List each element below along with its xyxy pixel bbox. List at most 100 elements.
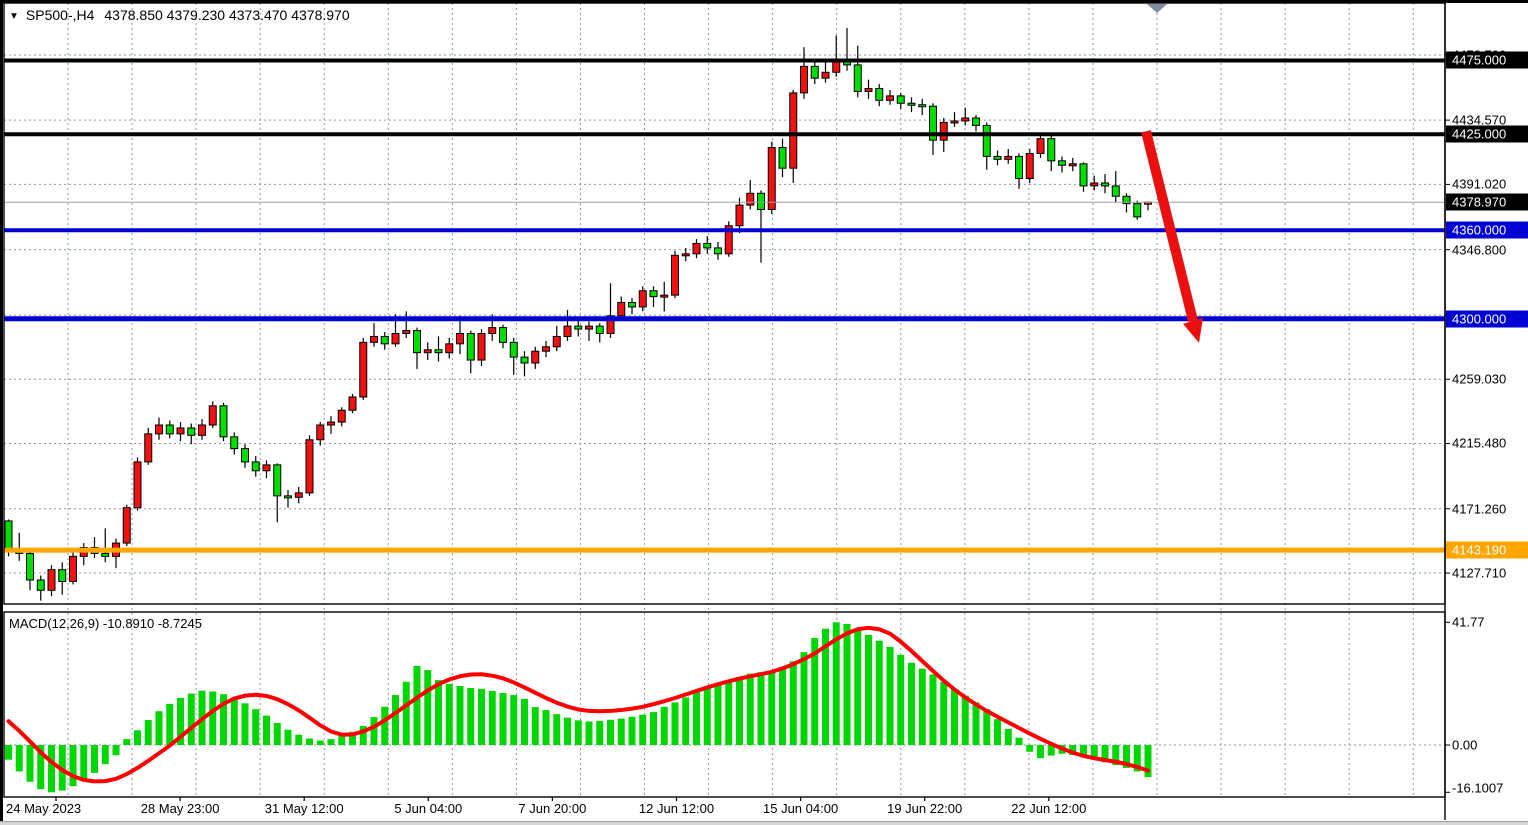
macd-bar xyxy=(854,628,862,745)
bull-candle xyxy=(370,335,378,343)
bull-candle xyxy=(746,192,755,206)
bull-candle xyxy=(950,120,959,124)
bear-candle xyxy=(520,356,529,364)
macd-bar xyxy=(843,623,851,745)
price-level-badge: 4425.000 xyxy=(1446,125,1528,143)
bull-candle xyxy=(800,65,808,94)
macd-bar xyxy=(241,703,249,745)
macd-bar xyxy=(918,668,926,745)
macd-signal-line[interactable] xyxy=(6,625,1150,784)
macd-bar xyxy=(908,662,915,745)
macd-bar xyxy=(994,719,1001,745)
trend-arrow-shaft[interactable] xyxy=(1141,130,1198,323)
bear-candle xyxy=(509,341,518,358)
macd-bar xyxy=(1123,745,1130,768)
macd-bar xyxy=(327,739,335,745)
macd-bar xyxy=(187,693,195,745)
macd-bar xyxy=(316,740,324,745)
price-axis-tick-label[interactable]: 4346.800 xyxy=(1452,242,1507,258)
macd-bar xyxy=(359,725,367,745)
bear-candle xyxy=(628,302,636,308)
time-axis-label[interactable]: 15 Jun 04:00 xyxy=(763,801,839,816)
macd-axis-tick-label[interactable]: -16.1007 xyxy=(1452,780,1504,796)
bull-candle xyxy=(789,92,798,169)
price-axis-tick-label[interactable]: 4171.260 xyxy=(1452,501,1507,517)
price-axis-tick-label[interactable]: 4259.030 xyxy=(1452,371,1507,387)
bull-candle xyxy=(821,71,830,79)
macd-bar xyxy=(1090,745,1098,760)
macd-bar xyxy=(134,730,141,745)
window-border-bottom xyxy=(0,821,1528,825)
macd-bar xyxy=(682,697,690,745)
trend-arrow-head-icon[interactable] xyxy=(1183,317,1203,343)
macd-axis-tick-label[interactable]: 41.77 xyxy=(1452,614,1485,630)
macd-bar xyxy=(69,745,77,787)
macd-bar xyxy=(886,646,894,745)
macd-histogram xyxy=(5,622,1152,793)
macd-bar xyxy=(177,698,184,745)
time-axis-label[interactable]: 22 Jun 12:00 xyxy=(1011,801,1087,816)
time-axis-label[interactable]: 31 May 12:00 xyxy=(264,801,344,816)
grid-lines xyxy=(4,3,1445,797)
bull-candle xyxy=(423,349,432,354)
macd-bar xyxy=(252,709,260,745)
bear-candle xyxy=(413,330,421,354)
bull-candle xyxy=(939,121,948,141)
macd-bar xyxy=(230,698,238,745)
chart-shift-marker-icon[interactable] xyxy=(1147,4,1167,13)
macd-bar xyxy=(607,719,614,745)
bear-candle xyxy=(574,325,583,330)
macd-bar xyxy=(671,702,679,745)
macd-bar xyxy=(402,681,410,745)
bull-candle xyxy=(1090,182,1099,187)
macd-bar xyxy=(413,665,421,745)
bull-candle xyxy=(348,396,357,411)
macd-bar xyxy=(822,628,829,745)
bull-candle xyxy=(552,335,561,348)
time-axis-label[interactable]: 12 Jun 12:00 xyxy=(638,801,715,816)
time-axis-label[interactable]: 28 May 23:00 xyxy=(140,801,220,816)
macd-bar xyxy=(456,685,464,745)
macd-bar xyxy=(779,667,786,745)
macd-bar xyxy=(467,688,475,745)
bear-candle xyxy=(219,405,228,438)
macd-bar xyxy=(26,745,34,782)
bull-candle xyxy=(1068,163,1077,167)
candlestick-series xyxy=(4,27,1152,601)
window-border-left xyxy=(0,0,3,821)
time-axis-label[interactable]: 7 Jun 20:00 xyxy=(518,801,587,816)
trend-arrow-annotation[interactable] xyxy=(1141,130,1203,343)
bear-candle xyxy=(165,424,174,435)
price-level-lines[interactable] xyxy=(4,58,1445,553)
bear-candle xyxy=(907,102,916,106)
price-axis-tick-label[interactable]: 4127.710 xyxy=(1452,565,1507,581)
macd-bar xyxy=(811,638,819,745)
bull-candle xyxy=(294,492,303,498)
bear-candle xyxy=(1058,160,1066,166)
macd-bar xyxy=(392,695,399,745)
macd-bar xyxy=(703,687,711,745)
macd-bar xyxy=(5,745,12,760)
macd-axis-tick-label[interactable]: 0.00 xyxy=(1452,737,1478,753)
macd-bar xyxy=(725,681,733,745)
price-axis-tick-label[interactable]: 4434.570 xyxy=(1452,112,1507,128)
bear-candle xyxy=(918,104,927,108)
price-axis-tick-label[interactable]: 4391.020 xyxy=(1452,176,1507,192)
bull-candle xyxy=(735,204,744,227)
bull-candle xyxy=(262,464,271,472)
bear-candle xyxy=(714,247,722,255)
time-axis-label[interactable]: 24 May 2023 xyxy=(6,801,82,816)
bear-candle xyxy=(896,95,905,104)
macd-bar xyxy=(714,684,722,745)
time-axis-label[interactable]: 5 Jun 04:00 xyxy=(394,801,463,816)
macd-bar xyxy=(789,661,797,745)
time-axis-label[interactable]: 19 Jun 22:00 xyxy=(887,801,963,816)
price-axis-tick-label[interactable]: 4215.480 xyxy=(1452,435,1507,451)
bull-candle xyxy=(1004,155,1013,160)
macd-bar xyxy=(693,692,700,745)
bull-candle xyxy=(445,343,454,354)
bull-candle xyxy=(477,333,486,361)
bear-candle xyxy=(241,448,249,463)
macd-bar xyxy=(209,691,217,745)
